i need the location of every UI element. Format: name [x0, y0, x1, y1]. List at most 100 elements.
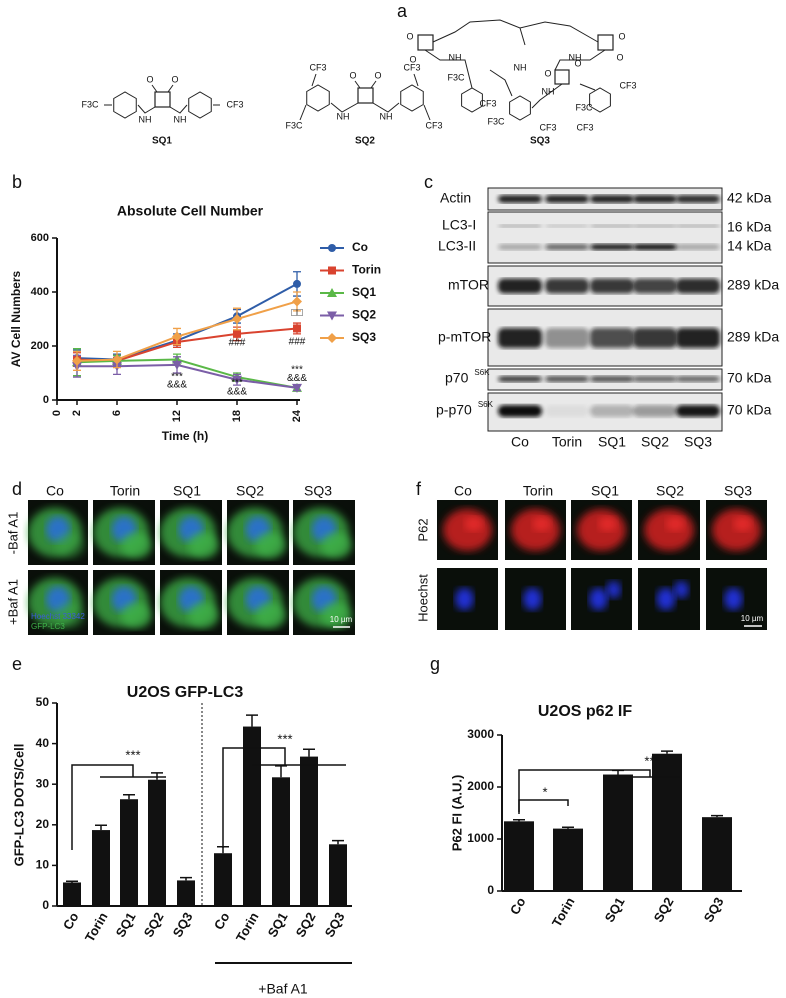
- blot-band: [633, 244, 677, 250]
- marker: [293, 324, 301, 333]
- marker: [233, 329, 241, 338]
- ring: [509, 95, 531, 121]
- blot-row-label: LC3-I: [442, 217, 476, 233]
- blot-size-label: 70 kDa: [727, 402, 772, 418]
- panel-label: g: [430, 654, 440, 674]
- scale-bar-label: 10 µm: [330, 615, 353, 624]
- blot-size-label: 289 kDa: [727, 277, 779, 293]
- marker: [292, 383, 302, 393]
- error-bar: [612, 769, 624, 775]
- bond: [169, 104, 188, 114]
- atom-label: O: [618, 31, 625, 41]
- atom-label: CF3: [576, 122, 593, 132]
- blot-band: [676, 328, 720, 348]
- column-label: SQ2: [236, 483, 264, 499]
- blot-band: [676, 224, 720, 228]
- structure-name: SQ3: [530, 136, 550, 147]
- row-label: +Baf A1: [5, 579, 20, 625]
- blot-band: [498, 195, 542, 203]
- blot-size-label: 70 kDa: [727, 370, 772, 386]
- column-label: Co: [454, 483, 472, 499]
- bond: [311, 73, 317, 87]
- annotation: ###: [289, 337, 306, 348]
- column-label: Torin: [523, 483, 553, 499]
- bar: [148, 779, 166, 906]
- squarate: [154, 91, 171, 108]
- micrograph: [437, 568, 498, 630]
- cell-signal: [644, 509, 694, 551]
- atom-label: O: [406, 31, 413, 41]
- error-bar: [562, 826, 574, 829]
- micrograph: [638, 568, 700, 630]
- atom-label: CF3: [619, 80, 636, 90]
- atom-label: O: [146, 74, 153, 84]
- bond: [413, 73, 419, 87]
- x-tick-label: SQ3: [322, 910, 348, 940]
- bond: [370, 80, 377, 89]
- bond: [424, 49, 473, 89]
- atom-label: CF3: [309, 62, 326, 72]
- cell-signal: [577, 509, 626, 551]
- cell-signal: [120, 532, 152, 559]
- ring: [589, 87, 611, 113]
- micrograph: [160, 570, 222, 635]
- blot-band: [633, 195, 677, 203]
- bar: [243, 726, 261, 906]
- atom-label: O: [349, 70, 356, 80]
- bar: [92, 830, 110, 906]
- error-bar: [513, 819, 525, 822]
- x-tick-label: Torin: [233, 910, 262, 945]
- column-label: SQ3: [724, 483, 752, 499]
- atom-label: CF3: [226, 99, 243, 109]
- micrograph: [706, 568, 767, 630]
- blot-band: [498, 244, 542, 250]
- panel-label: b: [12, 172, 22, 192]
- x-tick-label: 0: [51, 410, 63, 416]
- marker: [328, 244, 336, 252]
- cell-signal: [656, 587, 676, 611]
- bond: [489, 69, 513, 97]
- marker: [327, 333, 337, 343]
- column-label: SQ2: [656, 483, 684, 499]
- x-tick-label: SQ1: [113, 910, 139, 940]
- annotation: ###: [229, 338, 246, 349]
- x-tick-label: Torin: [549, 895, 578, 930]
- column-label: SQ1: [591, 483, 619, 499]
- blot-band: [676, 376, 720, 382]
- cell-signal: [55, 602, 85, 629]
- atom-label: O: [574, 58, 581, 68]
- significance-bracket: [518, 769, 680, 812]
- cell-signal: [120, 602, 152, 629]
- x-tick-label: SQ2: [651, 895, 677, 925]
- cell-signal: [712, 509, 761, 551]
- micrograph: [227, 570, 289, 635]
- marker: [327, 311, 337, 321]
- blot-band: [590, 244, 634, 250]
- atom-label: NH: [542, 86, 555, 96]
- y-tick-label: 10: [36, 858, 50, 872]
- atom-label: NH: [380, 111, 393, 121]
- group-label: +Baf A1: [258, 981, 308, 997]
- blot-size-label: 42 kDa: [727, 190, 772, 206]
- x-tick-label: 12: [171, 410, 183, 422]
- column-label: Co: [46, 483, 64, 499]
- x-tick-label: SQ2: [141, 910, 167, 940]
- blot-band: [590, 328, 634, 348]
- bar: [329, 844, 347, 906]
- atom-label: O: [374, 70, 381, 80]
- bar: [63, 882, 81, 906]
- structure-name: SQ2: [355, 136, 375, 147]
- row-label: P62: [415, 518, 430, 541]
- x-axis-label: Time (h): [162, 429, 208, 443]
- cell-signal: [673, 581, 689, 599]
- y-tick-label: 50: [36, 695, 50, 709]
- x-tick-label: 2: [71, 410, 83, 416]
- atom-label: NH: [514, 62, 527, 72]
- blot-band: [676, 278, 720, 294]
- blot-size-label: 289 kDa: [727, 329, 779, 345]
- x-tick-label: Torin: [82, 910, 111, 945]
- bar: [504, 821, 534, 891]
- y-tick-label: 2000: [467, 779, 494, 793]
- atom-label: O: [616, 52, 623, 62]
- panel-label: f: [416, 479, 422, 499]
